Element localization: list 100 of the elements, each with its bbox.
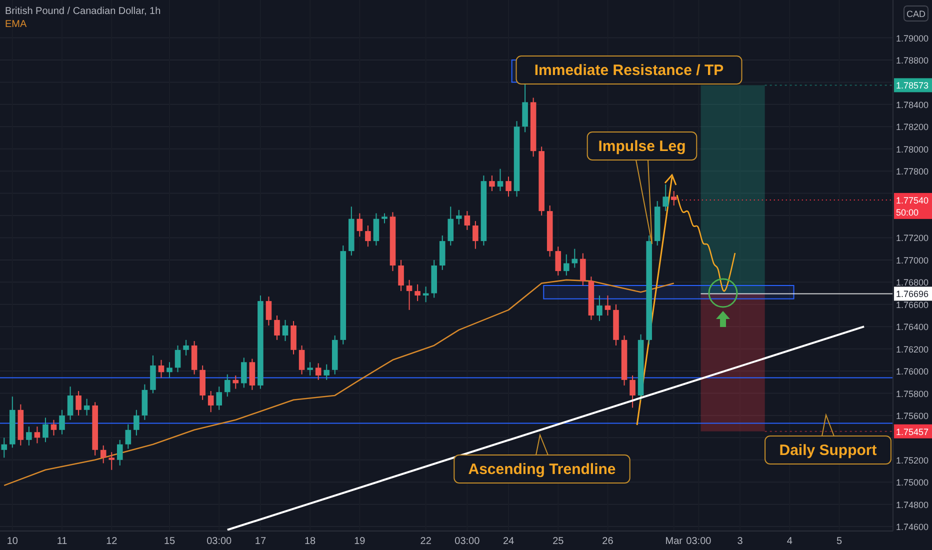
- y-tick-label: 1.75200: [896, 455, 929, 466]
- candlestick: [630, 374, 636, 408]
- y-tick-label: 1.76000: [896, 366, 929, 377]
- band-label: 1.75457: [896, 426, 929, 437]
- candlestick: [274, 314, 280, 340]
- y-tick-label: 1.76200: [896, 344, 929, 354]
- annotation: Immediate Resistance / TP: [534, 62, 724, 79]
- annotation: Daily Support: [779, 442, 877, 459]
- y-tick-label: 1.76400: [896, 322, 929, 332]
- candlestick: [307, 362, 313, 376]
- x-tick-label: 11: [56, 536, 68, 547]
- candlestick: [298, 344, 305, 375]
- y-tick-label: 1.76600: [896, 300, 929, 310]
- candlestick: [596, 294, 602, 322]
- candlestick: [34, 426, 40, 444]
- candlestick: [572, 248, 578, 268]
- candlestick: [224, 374, 230, 398]
- x-tick-label: 12: [106, 536, 118, 547]
- candlestick: [266, 296, 272, 326]
- candlestick: [497, 168, 504, 192]
- candlestick: [249, 358, 256, 390]
- ref-line-label: 1.76696: [896, 289, 929, 300]
- candlestick: [158, 359, 164, 378]
- y-tick-label: 1.77000: [896, 255, 929, 266]
- candlestick: [373, 212, 380, 246]
- candlestick: [315, 362, 322, 380]
- candlestick: [464, 210, 470, 230]
- y-tick-label: 1.75000: [896, 478, 929, 488]
- candlestick: [76, 390, 82, 416]
- candlestick: [216, 386, 222, 410]
- x-tick-label: 03:00: [206, 536, 232, 547]
- y-tick-label: 1.78000: [896, 144, 929, 154]
- candlestick: [456, 209, 462, 225]
- band-label: 1.78573: [896, 80, 929, 91]
- candlestick: [59, 409, 65, 435]
- candlestick: [42, 417, 48, 443]
- candlestick: [670, 190, 677, 206]
- x-tick-label: 10: [6, 536, 18, 547]
- candlestick: [662, 184, 669, 212]
- text: British Pound / Canadian Dollar, 1h: [5, 6, 161, 17]
- candlestick: [324, 364, 330, 380]
- x-tick-label: 5: [836, 536, 842, 547]
- y-tick-label: 1.74600: [896, 522, 929, 532]
- x-tick-label: 22: [420, 536, 432, 547]
- x-tick-label: 17: [254, 536, 266, 547]
- candlestick: [241, 357, 247, 388]
- x-tick-label: 4: [786, 536, 793, 547]
- y-tick-label: 1.76800: [896, 278, 929, 288]
- candlestick: [100, 444, 106, 464]
- candlestick: [555, 246, 562, 276]
- annotation: Ascending Trendline: [468, 461, 616, 478]
- x-tick-label: 18: [304, 536, 316, 547]
- candlestick: [365, 225, 371, 248]
- x-tick-label: 26: [602, 536, 614, 547]
- candlestick: [406, 279, 412, 310]
- candlestick: [67, 386, 74, 420]
- y-tick-label: 1.77200: [896, 233, 929, 244]
- y-tick-label: 1.75600: [896, 410, 929, 421]
- candlestick: [414, 284, 420, 302]
- candlestick: [398, 259, 404, 292]
- text: EMA: [5, 19, 27, 30]
- x-tick-label: 15: [164, 536, 176, 547]
- y-tick-label: 1.74800: [896, 500, 929, 510]
- y-tick-label: 1.77800: [896, 166, 929, 177]
- text: 50:00: [896, 207, 919, 218]
- y-tick-label: 1.75800: [896, 388, 929, 399]
- candlestick: [448, 206, 454, 246]
- candlestick: [26, 426, 32, 446]
- candlestick: [134, 409, 140, 436]
- candlestick: [356, 212, 363, 238]
- y-tick-label: 1.78400: [896, 100, 929, 110]
- candlestick: [166, 362, 172, 378]
- candlestick: [580, 252, 586, 286]
- candlestick: [117, 439, 123, 466]
- candlestick: [282, 319, 288, 342]
- y-axis-title: CAD: [906, 9, 926, 19]
- candlestick: [108, 452, 115, 470]
- y-tick-label: 1.78800: [896, 55, 929, 66]
- y-tick-label: 1.78200: [896, 122, 929, 132]
- line-series: [3, 279, 675, 486]
- candlestick: [232, 374, 239, 390]
- candlestick: [84, 398, 90, 416]
- candlestick: [472, 220, 478, 250]
- candlestick: [183, 339, 189, 356]
- candlestick: [125, 424, 132, 450]
- candlestick: [50, 419, 57, 436]
- candlestick: [489, 175, 495, 192]
- ref-line-label: 1.77540: [896, 195, 929, 206]
- candlestick: [1, 437, 8, 458]
- x-tick-label: 25: [552, 536, 564, 547]
- x-tick-label: Mar: [665, 536, 684, 547]
- candlestick: [506, 176, 512, 198]
- candlestick: [564, 254, 570, 276]
- candlestick: [208, 390, 214, 413]
- x-tick-label: 19: [354, 536, 366, 547]
- x-tick-label: 3: [737, 536, 744, 547]
- candlestick: [174, 344, 181, 373]
- candlestick: [604, 294, 611, 316]
- annotation: Impulse Leg: [598, 138, 686, 155]
- candlestick: [382, 212, 388, 224]
